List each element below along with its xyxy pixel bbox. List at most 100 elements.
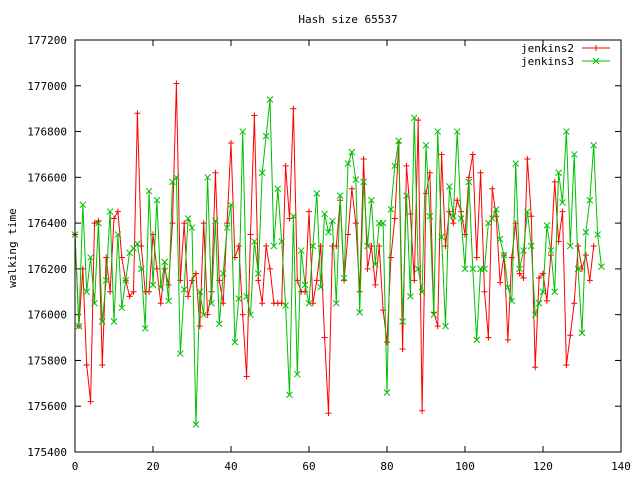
- data-point: [87, 254, 94, 261]
- data-point: [83, 288, 91, 296]
- data-point: [442, 322, 449, 330]
- data-point: [321, 210, 328, 218]
- legend-marker: [592, 57, 600, 65]
- data-point: [282, 302, 289, 309]
- data-point: [251, 238, 258, 245]
- data-point: [598, 263, 605, 270]
- data-point: [524, 156, 531, 163]
- data-point: [543, 222, 551, 229]
- data-point: [488, 215, 496, 222]
- data-point: [559, 208, 566, 215]
- data-point: [153, 196, 161, 204]
- y-tick-label: 177000: [27, 80, 67, 93]
- data-point: [223, 224, 231, 232]
- data-point: [255, 277, 262, 284]
- data-point: [106, 208, 114, 216]
- data-point: [383, 389, 391, 396]
- data-point: [103, 254, 110, 261]
- data-point: [130, 288, 137, 295]
- data-point: [173, 173, 180, 181]
- data-point: [189, 277, 195, 284]
- data-point: [239, 311, 246, 318]
- data-point: [528, 213, 535, 220]
- data-point: [497, 279, 504, 286]
- data-point: [403, 192, 410, 199]
- legend-label: jenkins2: [521, 42, 574, 55]
- data-point: [87, 398, 94, 405]
- data-point: [555, 169, 562, 177]
- data-point: [446, 183, 453, 190]
- data-point: [180, 286, 188, 293]
- series-jenkins3: [71, 96, 605, 428]
- data-point: [325, 410, 332, 417]
- data-point: [176, 350, 184, 357]
- data-point: [95, 219, 102, 227]
- data-point: [407, 293, 414, 300]
- data-point: [504, 336, 511, 343]
- data-point: [219, 270, 227, 277]
- data-point: [496, 235, 504, 243]
- data-point: [563, 128, 570, 135]
- data-point: [368, 243, 375, 249]
- data-point: [410, 114, 418, 122]
- data-point: [91, 220, 98, 227]
- data-point: [449, 212, 457, 220]
- data-point: [165, 297, 172, 305]
- y-tick-label: 176400: [27, 217, 67, 230]
- data-point: [204, 311, 211, 318]
- data-point: [290, 105, 297, 112]
- data-point: [481, 288, 488, 295]
- data-point: [419, 407, 426, 414]
- data-point: [200, 311, 208, 319]
- data-point: [188, 224, 196, 232]
- data-point: [586, 196, 594, 204]
- data-point: [83, 362, 90, 369]
- data-point: [111, 215, 117, 222]
- data-point: [492, 206, 500, 213]
- data-point: [196, 288, 204, 296]
- data-point: [254, 270, 262, 277]
- data-point: [91, 299, 98, 307]
- data-point: [566, 242, 574, 250]
- data-point: [227, 201, 235, 209]
- data-point: [134, 110, 141, 117]
- data-point: [453, 128, 461, 135]
- data-point: [469, 151, 476, 158]
- data-point: [348, 185, 355, 192]
- data-point: [391, 162, 399, 170]
- data-point: [590, 243, 597, 249]
- data-point: [551, 288, 559, 296]
- data-point: [149, 281, 157, 289]
- data-point: [535, 299, 543, 307]
- data-point: [516, 270, 523, 277]
- data-point: [578, 329, 586, 337]
- data-point: [118, 304, 126, 312]
- data-point: [122, 276, 130, 284]
- data-point: [247, 231, 254, 238]
- x-tick-label: 40: [224, 460, 237, 473]
- data-point: [575, 243, 582, 249]
- data-point: [508, 297, 516, 305]
- chart-title: Hash size 65537: [298, 13, 397, 26]
- data-point: [243, 373, 250, 380]
- y-tick-label: 176600: [27, 171, 67, 184]
- series-line: [74, 99, 602, 425]
- data-point: [411, 277, 418, 284]
- data-point: [450, 220, 457, 227]
- data-point: [228, 140, 234, 146]
- data-point: [457, 215, 465, 222]
- x-tick-label: 140: [611, 460, 631, 473]
- data-point: [379, 219, 387, 227]
- data-point: [325, 228, 332, 236]
- x-tick-label: 120: [533, 460, 553, 473]
- data-point: [297, 247, 305, 254]
- data-point: [489, 185, 496, 192]
- data-point: [582, 252, 589, 259]
- data-point: [536, 275, 543, 282]
- data-point: [98, 318, 106, 325]
- data-point: [102, 276, 110, 284]
- data-point: [126, 293, 133, 300]
- data-point: [590, 141, 598, 149]
- data-point: [317, 283, 325, 291]
